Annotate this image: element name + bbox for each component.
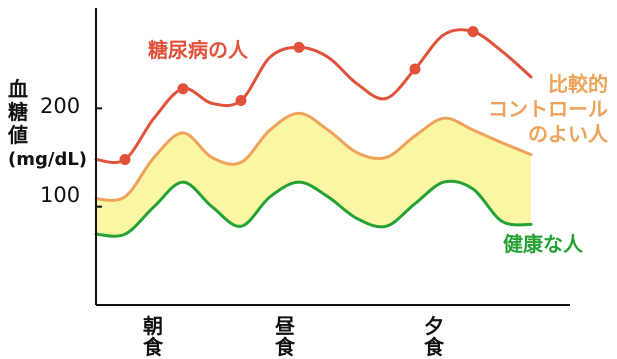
marker-layer — [119, 26, 479, 165]
y-tick-label: 100 — [40, 183, 81, 207]
line-layer — [94, 28, 533, 238]
data-point — [293, 41, 305, 53]
series-label-diabetic: 糖尿病の人 — [148, 38, 248, 62]
band-area — [96, 113, 531, 237]
series-line-0 — [94, 28, 533, 164]
data-point — [177, 83, 189, 95]
data-point — [409, 63, 421, 75]
x-category-label: 朝食 — [143, 314, 163, 359]
data-point — [119, 154, 131, 165]
data-point — [235, 95, 247, 106]
series-label-healthy: 健康な人 — [503, 232, 583, 256]
y-axis-unit: (mg/dL) — [8, 149, 88, 170]
x-category-label: 昼食 — [275, 314, 295, 359]
series-line-2 — [94, 179, 533, 238]
series-line-1 — [94, 111, 533, 202]
band-layer — [96, 113, 531, 237]
series-label-controlled: 比較的 コントロール のよい人 — [488, 72, 608, 146]
y-tick-label: 200 — [40, 94, 81, 118]
axis-layer — [95, 8, 570, 306]
x-category-label: 夕食 — [424, 314, 444, 359]
y-axis-label: 血糖値 — [8, 77, 28, 147]
data-point — [467, 26, 479, 38]
